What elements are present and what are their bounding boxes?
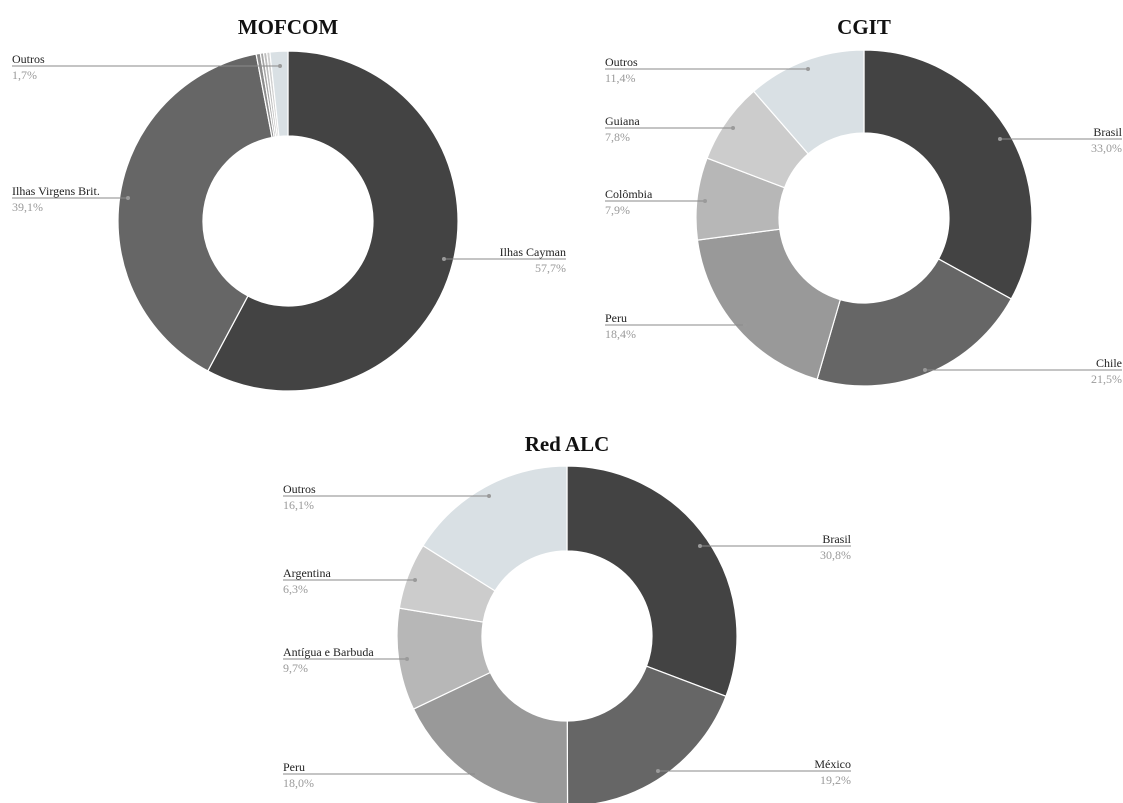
chart-title: CGIT bbox=[837, 15, 891, 39]
leader-dot-guiana bbox=[731, 126, 735, 130]
label-peru: Peru bbox=[283, 760, 305, 774]
value-label-outros: 1,7% bbox=[12, 68, 37, 82]
value-label-argentina: 6,3% bbox=[283, 582, 308, 596]
value-label-ilhas-virgens-brit: 39,1% bbox=[12, 200, 43, 214]
label-colombia: Colômbia bbox=[605, 187, 653, 201]
leader-dot-chile bbox=[923, 368, 927, 372]
value-label-antigua-e-barbuda: 9,7% bbox=[283, 661, 308, 675]
leader-dot-colombia bbox=[703, 199, 707, 203]
slice-mexico bbox=[566, 665, 727, 803]
slice-peru bbox=[412, 671, 569, 803]
value-label-peru: 18,4% bbox=[605, 327, 636, 341]
slice-outros bbox=[422, 465, 568, 592]
leader-dot-peru bbox=[475, 772, 479, 776]
slice-brasil bbox=[863, 49, 1033, 300]
label-outros: Outros bbox=[12, 52, 45, 66]
slice-outros bbox=[269, 50, 289, 138]
label-argentina: Argentina bbox=[283, 566, 331, 580]
label-ilhas-cayman: Ilhas Cayman bbox=[500, 245, 566, 259]
chart-title: Red ALC bbox=[525, 432, 610, 456]
label-antigua-e-barbuda: Antígua e Barbuda bbox=[283, 645, 374, 659]
label-chile: Chile bbox=[1096, 356, 1122, 370]
label-guiana: Guiana bbox=[605, 114, 640, 128]
label-mexico: México bbox=[814, 757, 851, 771]
value-label-peru: 18,0% bbox=[283, 776, 314, 790]
leader-dot-mexico bbox=[656, 769, 660, 773]
chart-title: MOFCOM bbox=[238, 15, 338, 39]
slice-chile bbox=[816, 258, 1013, 387]
leader-dot-ilhas-cayman bbox=[442, 257, 446, 261]
value-label-guiana: 7,8% bbox=[605, 130, 630, 144]
slice-brasil bbox=[566, 465, 738, 698]
label-outros: Outros bbox=[605, 55, 638, 69]
chart-cgit: CGIT Brasil 33,0% Chile 21,5% Peru 18,4% Colôm… bbox=[605, 15, 1123, 387]
leader-dot-argentina bbox=[413, 578, 417, 582]
slice-ilhas-virgens-brit bbox=[117, 53, 273, 372]
chart-mofcom: MOFCOM Ilhas Cayman 57,7% Ilhas Virgens Br… bbox=[12, 15, 566, 392]
chart-red-alc: Red ALC Brasil 30,8% México 19,2% Peru 18,0% A… bbox=[283, 432, 852, 803]
value-label-brasil: 33,0% bbox=[1091, 141, 1122, 155]
label-outros: Outros bbox=[283, 482, 316, 496]
value-label-ilhas-cayman: 57,7% bbox=[535, 261, 566, 275]
leader-dot-antigua-e-barbuda bbox=[405, 657, 409, 661]
leader-dot-outros bbox=[806, 67, 810, 71]
value-label-brasil: 30,8% bbox=[820, 548, 851, 562]
leader-dot-outros bbox=[278, 64, 282, 68]
label-ilhas-virgens-brit: Ilhas Virgens Brit. bbox=[12, 184, 100, 198]
leader-dot-brasil bbox=[698, 544, 702, 548]
leader-dot-outros bbox=[487, 494, 491, 498]
label-brasil: Brasil bbox=[1093, 125, 1122, 139]
value-label-colombia: 7,9% bbox=[605, 203, 630, 217]
value-label-outros: 16,1% bbox=[283, 498, 314, 512]
slice-peru bbox=[696, 228, 842, 381]
label-peru: Peru bbox=[605, 311, 627, 325]
leader-dot-peru bbox=[743, 323, 747, 327]
value-label-chile: 21,5% bbox=[1091, 372, 1122, 386]
value-label-outros: 11,4% bbox=[605, 71, 636, 85]
slice-ilhas-cayman bbox=[207, 50, 459, 392]
slice-outros bbox=[752, 49, 865, 155]
value-label-mexico: 19,2% bbox=[820, 773, 851, 787]
label-brasil: Brasil bbox=[822, 532, 851, 546]
leader-dot-ilhas-virgens-brit bbox=[126, 196, 130, 200]
leader-dot-brasil bbox=[998, 137, 1002, 141]
